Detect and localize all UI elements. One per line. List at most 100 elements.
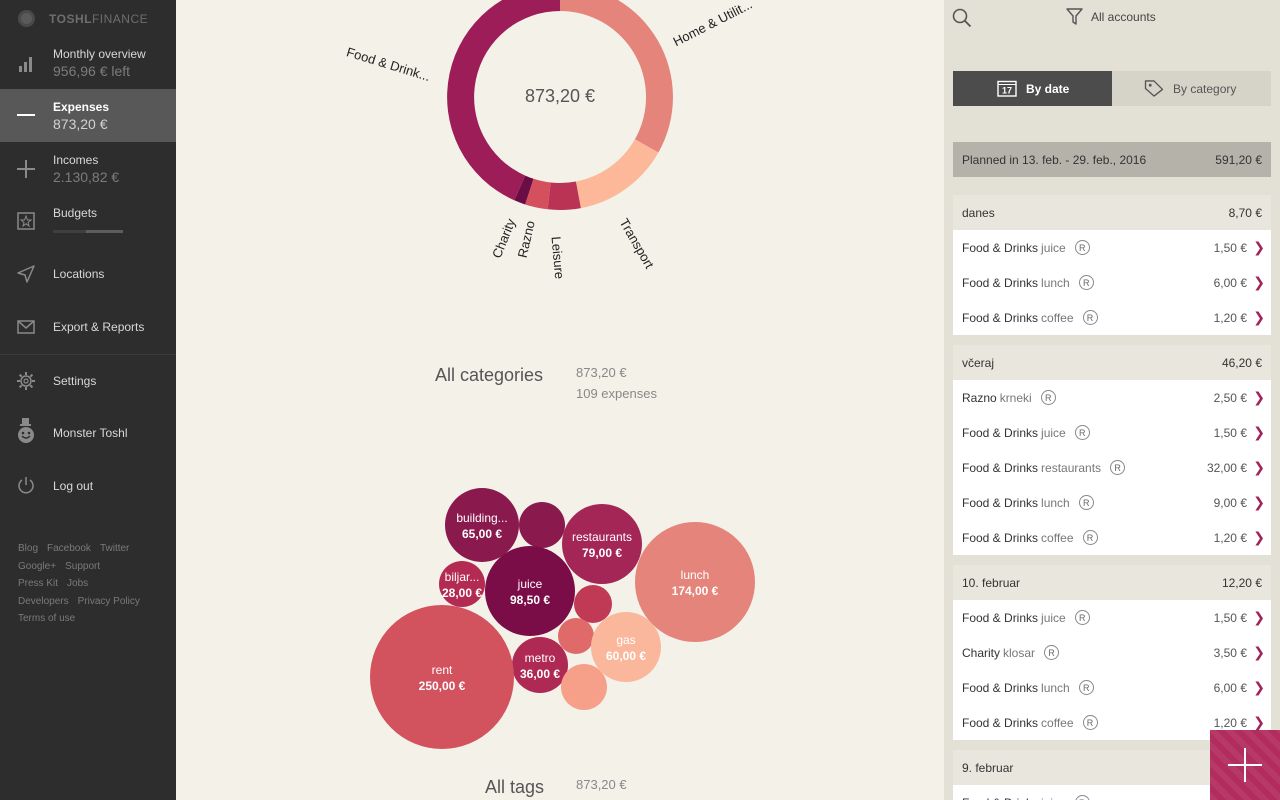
transaction-category: Food & Drinks [962, 796, 1038, 800]
recurring-icon: R [1082, 310, 1098, 325]
tag-bubble-lunch[interactable]: lunch 174,00 € [635, 522, 755, 642]
nav-incomes[interactable]: Incomes 2.130,82 € [0, 142, 176, 195]
transaction-category: Food & Drinks [962, 715, 1039, 730]
donut-segment-food-drinks[interactable] [447, 0, 560, 201]
tag-bubble-biljar[interactable]: biljar... 28,00 € [439, 561, 485, 607]
nav-label: Export & Reports [53, 320, 145, 334]
tag-bubble[interactable] [519, 502, 565, 548]
tag-bubble[interactable] [558, 618, 594, 654]
envelope-icon [16, 317, 36, 337]
nav-label: Expenses [53, 100, 110, 114]
transaction-row[interactable]: Food & Drinks lunch R 9,00 € ❯ [953, 485, 1271, 520]
tag-bubble-name: juice [517, 577, 543, 591]
donut-segment-razno[interactable] [525, 178, 551, 210]
chevron-right-icon: ❯ [1253, 389, 1265, 405]
recurring-icon: R [1040, 390, 1056, 405]
footer-link-googleplus[interactable]: Google+ [18, 560, 57, 572]
transaction-category: Food & Drinks [962, 530, 1039, 545]
filter-icon [1066, 8, 1083, 25]
footer-link-facebook[interactable]: Facebook [47, 543, 91, 554]
tab-by-category[interactable]: By category [1112, 71, 1271, 106]
all-categories-count: 109 expenses [576, 386, 657, 401]
donut-segment-charity[interactable] [514, 175, 534, 205]
nav-monster-toshl[interactable]: Monster Toshl [0, 408, 176, 461]
donut-segment-leisure[interactable] [547, 181, 581, 211]
recurring-icon: R [1074, 610, 1090, 625]
transaction-amount: 6,00 € [1213, 275, 1247, 290]
tag-bubble-name: biljar... [445, 570, 480, 584]
tag-bubble-name: rent [432, 663, 453, 677]
nav-settings[interactable]: Settings [0, 355, 176, 408]
donut-segment-home-utilities[interactable] [560, 0, 673, 153]
brand[interactable]: TOSHLFINANCE [18, 10, 148, 27]
nav-monthly-overview[interactable]: Monthly overview 956,96 € left [0, 36, 176, 89]
tag-bubble-gas[interactable]: gas 60,00 € [591, 612, 661, 682]
tag-bubble-metro[interactable]: metro 36,00 € [512, 637, 568, 693]
transaction-amount: 1,50 € [1213, 240, 1247, 255]
footer-link-developers[interactable]: Developers [18, 595, 69, 607]
footer-link-support[interactable]: Support [65, 560, 101, 572]
transaction-category: Food & Drinks [962, 680, 1039, 695]
transaction-row[interactable]: Food & Drinks restaurants R 32,00 € ❯ [953, 450, 1271, 485]
tag-bubble-building[interactable]: building... 65,00 € [445, 488, 519, 562]
tag-icon [1144, 80, 1164, 97]
footer-links: Blog Facebook Twitter Google+ Support Press… [18, 540, 168, 628]
transaction-amount: 32,00 € [1206, 460, 1247, 475]
transaction-row[interactable]: Food & Drinks lunch R 6,00 € ❯ [953, 670, 1271, 705]
donut-segment-transport[interactable] [575, 139, 659, 209]
transaction-amount: 2,50 € [1213, 390, 1247, 405]
add-expense-button[interactable] [1210, 730, 1280, 800]
budget-icon [16, 211, 36, 231]
tag-bubble-name: metro [525, 651, 556, 665]
transaction-row[interactable]: Food & Drinks coffee R 1,20 € ❯ [953, 300, 1271, 335]
nav-export-reports[interactable]: Export & Reports [0, 301, 176, 354]
group-header: 10. februar 12,20 € [953, 565, 1271, 600]
nav-locations[interactable]: Locations [0, 248, 176, 301]
footer-link-twitter[interactable]: Twitter [99, 543, 130, 554]
transaction-amount: 1,20 € [1213, 310, 1247, 325]
nav-log-out[interactable]: Log out [0, 461, 176, 514]
footer-link-terms[interactable]: Terms of use [18, 613, 76, 624]
transaction-amount: 1,20 € [1213, 715, 1247, 730]
transaction-category: Food & Drinks [962, 610, 1039, 625]
tag-bubble-value: 36,00 € [520, 667, 560, 681]
group-header: danes 8,70 € [953, 195, 1271, 230]
tag-bubble[interactable] [574, 585, 612, 623]
tag-bubble[interactable] [561, 664, 607, 710]
chevron-right-icon: ❯ [1253, 309, 1265, 325]
chevron-right-icon: ❯ [1253, 424, 1265, 440]
transaction-row[interactable]: Food & Drinks lunch R 6,00 € ❯ [953, 265, 1271, 300]
transaction-category: Food & Drinks [962, 460, 1039, 475]
transaction-row[interactable]: Food & Drinks juice R 1,50 € ❯ [953, 600, 1271, 635]
tag-bubble-juice[interactable]: juice 98,50 € [485, 546, 575, 636]
transaction-amount: 1,50 € [1213, 610, 1247, 625]
chevron-right-icon: ❯ [1253, 714, 1265, 730]
transaction-row[interactable]: Razno krneki R 2,50 € ❯ [953, 380, 1271, 415]
transaction-row[interactable]: Food & Drinks juice R 1,50 € ❯ [953, 230, 1271, 265]
transaction-row[interactable]: Food & Drinks coffee R 1,20 € ❯ [953, 520, 1271, 555]
nav-expenses[interactable]: Expenses 873,20 € [0, 89, 176, 142]
nav-budgets[interactable]: Budgets [0, 195, 176, 248]
transaction-row[interactable]: Charity klosar R 3,50 € ❯ [953, 635, 1271, 670]
chevron-right-icon: ❯ [1253, 644, 1265, 660]
tag-bubble-value: 28,00 € [442, 586, 482, 600]
tab-by-date[interactable]: 17 By date [953, 71, 1112, 106]
footer-link-jobs[interactable]: Jobs [67, 578, 89, 589]
footer-link-blog[interactable]: Blog [18, 543, 39, 554]
tag-bubble-restaurants[interactable]: restaurants 79,00 € [562, 504, 642, 584]
tag-bubble-rent[interactable]: rent 250,00 € [370, 605, 514, 749]
group-total: 46,20 € [1221, 355, 1262, 370]
planned-summary[interactable]: Planned in 13. feb. - 29. feb., 2016 591… [953, 142, 1271, 177]
footer-link-press-kit[interactable]: Press Kit [18, 578, 59, 589]
transaction-tag: coffee [1041, 310, 1074, 325]
search-button[interactable] [952, 8, 972, 28]
transaction-row[interactable]: Food & Drinks juice R 1,50 € ❯ [953, 415, 1271, 450]
account-filter[interactable]: All accounts [1066, 8, 1156, 26]
nav-label: Monster Toshl [53, 426, 128, 440]
all-tags-amount: 873,20 € [576, 777, 627, 792]
transaction-category: Food & Drinks [962, 425, 1039, 440]
nav-sub: 956,96 € left [53, 63, 131, 79]
nav-sub: 873,20 € [53, 116, 108, 132]
footer-link-privacy[interactable]: Privacy Policy [77, 595, 140, 607]
recurring-icon: R [1082, 715, 1098, 730]
